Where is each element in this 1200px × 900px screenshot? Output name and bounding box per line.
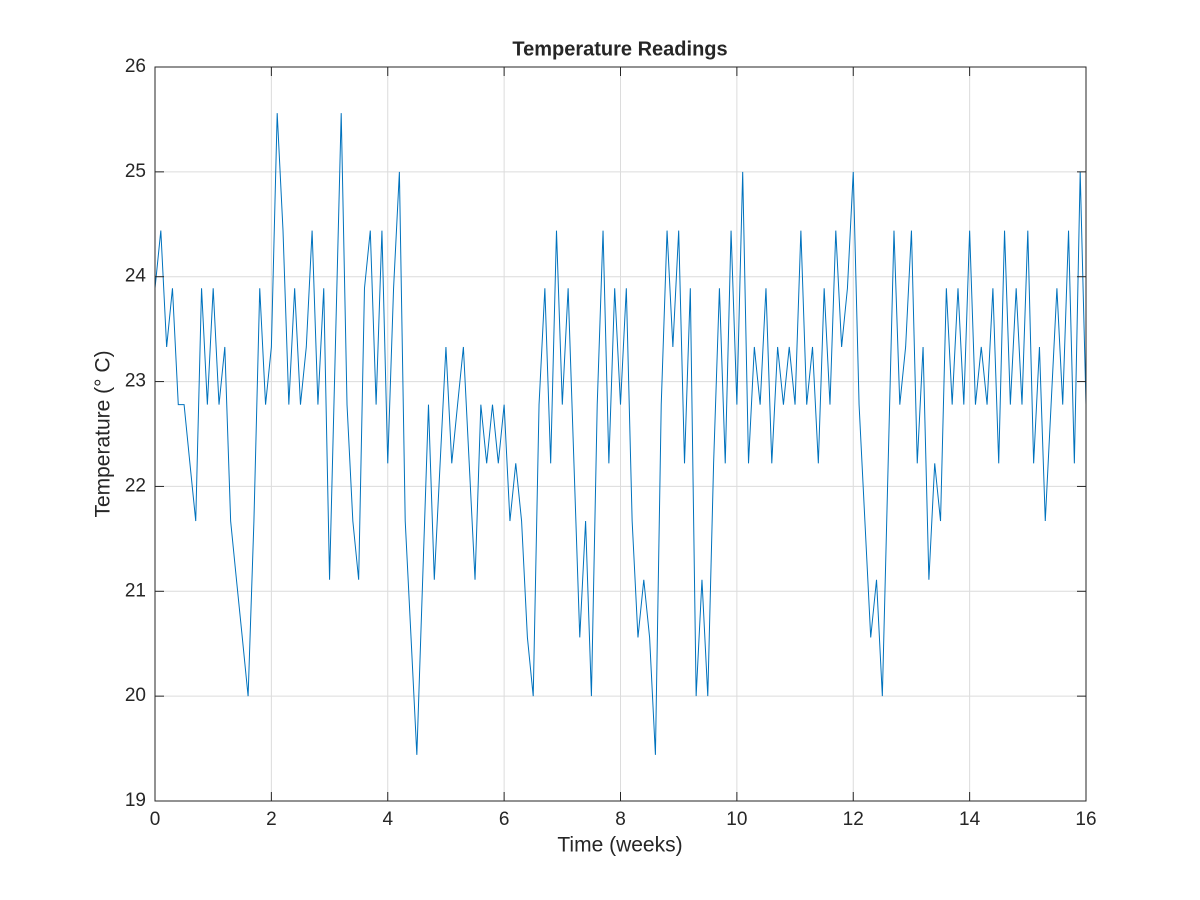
x-tick-label: 2	[266, 809, 277, 830]
y-tick-label: 19	[125, 790, 146, 811]
x-tick-label: 8	[615, 809, 626, 830]
x-tick-label: 4	[382, 809, 393, 830]
y-tick-label: 25	[125, 161, 146, 182]
y-tick-label: 20	[125, 685, 146, 706]
x-tick-label: 14	[959, 809, 981, 830]
chart-title: Temperature Readings	[512, 38, 727, 60]
x-tick-label: 12	[843, 809, 864, 830]
y-axis-label: Temperature (° C)	[92, 350, 115, 517]
y-tick-label: 21	[125, 580, 146, 601]
y-tick-label: 24	[125, 266, 147, 287]
x-axis-label: Time (weeks)	[557, 834, 682, 857]
x-tick-label: 0	[150, 809, 161, 830]
y-tick-label: 23	[125, 371, 146, 392]
data-line	[154, 113, 1087, 755]
x-tick-label: 6	[499, 809, 510, 830]
y-tick-label: 26	[125, 56, 146, 77]
x-tick-label: 16	[1075, 809, 1096, 830]
x-tick-label: 10	[726, 809, 747, 830]
y-tick-label: 22	[125, 475, 146, 496]
